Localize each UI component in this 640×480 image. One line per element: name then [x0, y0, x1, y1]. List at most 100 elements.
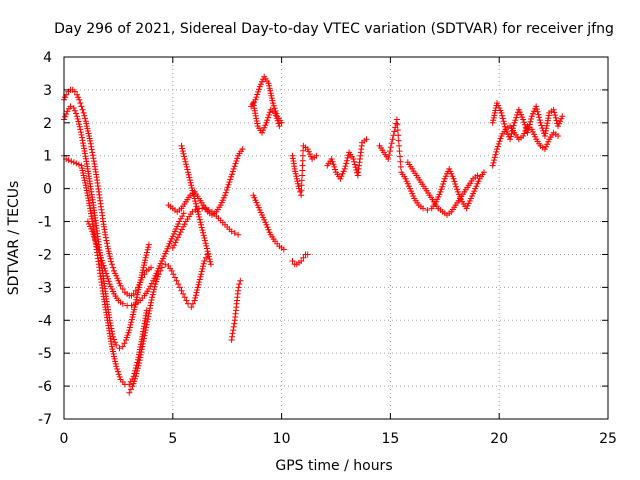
data-point [497, 135, 504, 142]
data-point [500, 118, 507, 125]
data-point [168, 267, 175, 274]
data-point [235, 231, 242, 238]
data-point [230, 323, 237, 330]
data-point [206, 256, 213, 263]
data-point [62, 113, 69, 120]
data-point [76, 96, 83, 103]
data-point [191, 297, 198, 304]
data-point [176, 231, 183, 238]
data-point [256, 86, 262, 93]
data-point [103, 270, 110, 277]
data-point [252, 96, 259, 103]
data-point [278, 119, 285, 126]
data-point [151, 286, 158, 293]
data-point [394, 127, 401, 134]
y-tick-label: -5 [38, 346, 52, 362]
data-point [89, 152, 96, 159]
data-point [199, 265, 206, 272]
data-point [79, 106, 86, 113]
data-point [108, 258, 115, 265]
data-point [94, 244, 101, 251]
data-point [453, 183, 460, 190]
data-point [182, 158, 189, 165]
data-point [272, 109, 279, 116]
data-point [386, 152, 393, 159]
data-point [194, 208, 201, 215]
data-point [202, 237, 208, 244]
data-point [82, 115, 88, 122]
data-point [272, 112, 279, 119]
data-point [344, 154, 351, 161]
data-point [232, 160, 239, 167]
data-point [92, 238, 99, 245]
tick-labels: 0 5 10 15 20 25 -7 -6 -5 -4 -3 -2 -1 0 1 2 3 4 [38, 50, 617, 447]
data-point [266, 109, 273, 116]
data-point [128, 319, 135, 326]
data-point [93, 241, 100, 248]
data-point [391, 128, 398, 135]
data-point [198, 224, 205, 231]
data-point [80, 140, 86, 147]
y-tick-label: 2 [43, 116, 52, 132]
data-point [189, 208, 196, 215]
data-point [89, 228, 96, 235]
data-point [237, 277, 244, 284]
data-point [105, 278, 112, 285]
data-point [388, 140, 395, 147]
data-point [224, 184, 231, 191]
data-point [513, 114, 520, 121]
data-point [207, 258, 214, 265]
axis-ticks [63, 56, 609, 420]
data-point [126, 327, 133, 334]
scatter-points [61, 73, 566, 396]
data-point [88, 146, 95, 153]
data-point [169, 244, 176, 251]
data-point [474, 172, 481, 179]
data-point [116, 373, 123, 380]
data-point [134, 365, 141, 372]
data-point [95, 246, 102, 253]
data-point [300, 254, 307, 261]
data-point [179, 213, 186, 220]
data-point [127, 386, 134, 393]
data-point [225, 181, 232, 188]
data-point [494, 143, 501, 150]
data-point [101, 265, 108, 272]
data-point [502, 123, 508, 130]
data-point [192, 294, 199, 301]
data-point [141, 332, 148, 339]
data-point [395, 137, 402, 144]
data-point [198, 221, 205, 228]
data-point [266, 111, 272, 118]
data-point [98, 254, 104, 261]
data-point [528, 116, 535, 122]
data-point [194, 287, 201, 293]
data-point [187, 177, 193, 184]
data-point [498, 109, 505, 116]
data-point [536, 117, 543, 124]
data-point [393, 116, 400, 123]
data-point [73, 110, 79, 117]
data-point [490, 159, 497, 166]
data-point [188, 185, 195, 191]
data-point [550, 106, 557, 113]
data-point [91, 236, 98, 243]
data-point [512, 117, 519, 124]
data-point [98, 257, 105, 264]
data-point [99, 260, 106, 266]
data-point [198, 271, 205, 278]
data-point [276, 123, 283, 130]
data-point [196, 216, 203, 223]
data-point [559, 113, 566, 120]
data-point [75, 118, 82, 125]
data-point [235, 284, 242, 291]
data-point [289, 258, 296, 264]
x-tick-label: 0 [60, 431, 69, 447]
data-point [222, 192, 228, 199]
data-point [521, 119, 527, 126]
data-point [395, 132, 402, 139]
data-point [133, 370, 140, 377]
data-point [106, 253, 113, 260]
data-point [121, 340, 128, 347]
data-point [508, 130, 515, 137]
